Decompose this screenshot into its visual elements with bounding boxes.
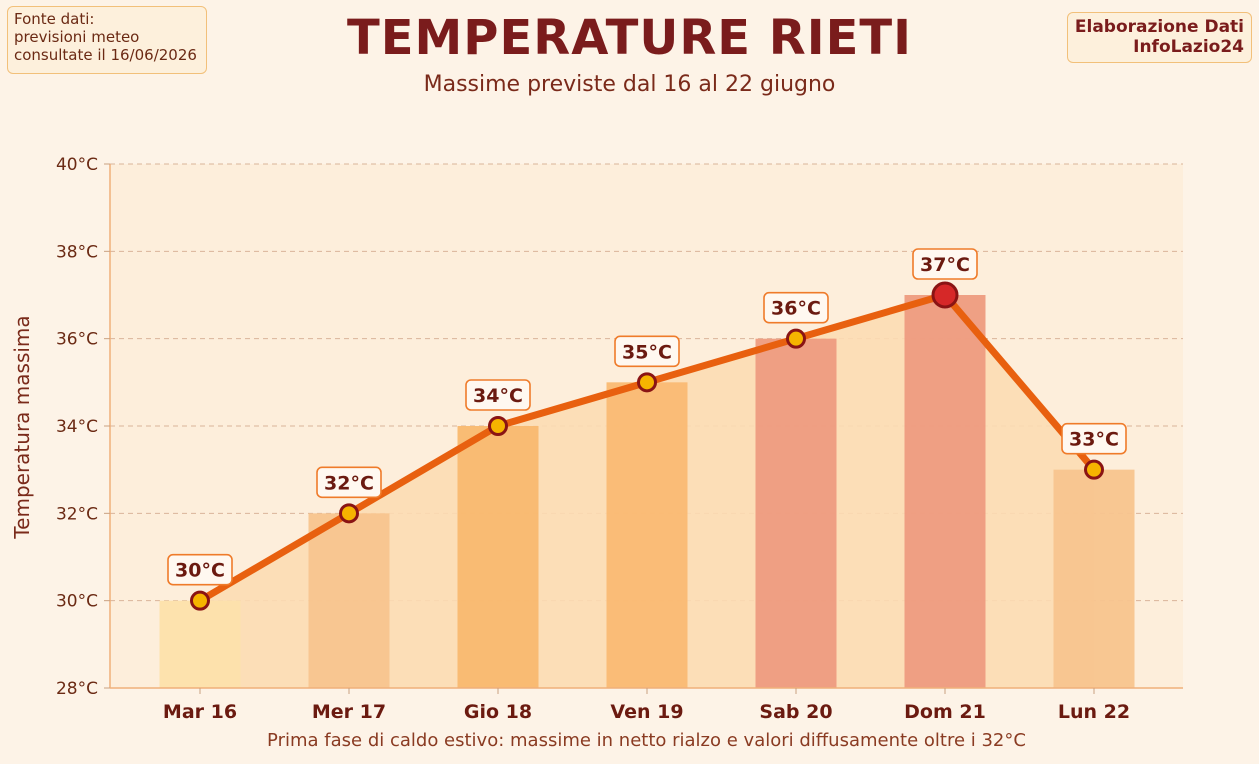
data-label-text: 36°C — [771, 298, 821, 320]
data-label-box — [614, 335, 680, 368]
credit-box: Elaborazione Dati InfoLazio24 — [1066, 12, 1252, 63]
data-label: 32°C — [316, 466, 382, 499]
x-tick-label: Dom 21 — [904, 701, 986, 723]
x-tick-label: Mar 16 — [163, 701, 237, 723]
data-point — [190, 590, 210, 611]
y-tick-label: 28°C — [56, 679, 98, 699]
x-tick-label: Ven 19 — [610, 701, 683, 723]
bar-lun-22 — [1053, 469, 1135, 688]
bar-mer-17 — [308, 513, 390, 688]
data-point — [786, 328, 806, 349]
bar-dom-21 — [904, 295, 986, 688]
chart-caption: Prima fase di caldo estivo: massime in n… — [267, 730, 1026, 751]
data-label: 30°C — [167, 553, 233, 586]
source-note: Fonte dati: previsioni meteo consultate … — [7, 6, 207, 74]
data-label-text: 34°C — [473, 385, 523, 407]
data-label-text: 37°C — [920, 254, 970, 276]
peak-marker — [931, 281, 959, 309]
data-label: 33°C — [1061, 422, 1127, 455]
data-label-text: 33°C — [1069, 429, 1119, 451]
bar-sab-20 — [755, 338, 837, 688]
data-label-text: 32°C — [324, 472, 374, 494]
chart-subtitle: Massime previste dal 16 al 22 giugno — [423, 72, 836, 97]
credit-line: Elaborazione Dati — [1074, 17, 1244, 37]
data-point — [488, 416, 508, 436]
x-tick-label: Sab 20 — [759, 701, 832, 723]
x-tick-label: Gio 18 — [464, 701, 532, 723]
data-label-box — [763, 291, 829, 324]
source-note-line: consultate il 16/06/2026 — [14, 46, 197, 64]
data-label-box — [167, 553, 233, 586]
y-axis-label: Temperatura massima — [10, 315, 34, 539]
data-label: 36°C — [763, 291, 829, 324]
x-tick-label: Mer 17 — [312, 701, 386, 723]
bar-ven-19 — [606, 382, 688, 688]
data-label: 37°C — [912, 248, 978, 280]
data-label: 35°C — [614, 335, 680, 368]
data-label-box — [912, 248, 978, 280]
source-note-line: Fonte dati: — [14, 10, 95, 28]
y-tick-label: 32°C — [56, 504, 98, 524]
bar-gio-18 — [457, 426, 539, 688]
y-tick-label: 30°C — [56, 592, 98, 612]
source-note-line: previsioni meteo — [14, 28, 140, 46]
x-tick-label: Lun 22 — [1058, 701, 1130, 723]
credit-line: InfoLazio24 — [1133, 37, 1244, 57]
y-tick-label: 40°C — [56, 155, 98, 175]
data-point — [637, 372, 657, 393]
data-label-text: 30°C — [175, 560, 225, 582]
data-label-text: 35°C — [622, 341, 672, 363]
y-tick-label: 36°C — [56, 330, 98, 350]
data-label-box — [316, 466, 382, 499]
data-point — [339, 503, 359, 524]
y-tick-label: 34°C — [56, 417, 98, 437]
chart-title: TEMPERATURE RIETI — [346, 10, 913, 66]
data-label-box — [465, 379, 531, 411]
data-label-box — [1061, 422, 1127, 455]
data-point — [1084, 459, 1104, 480]
data-label: 34°C — [465, 379, 531, 411]
bar-mar-16 — [159, 600, 241, 688]
y-tick-label: 38°C — [56, 242, 98, 262]
